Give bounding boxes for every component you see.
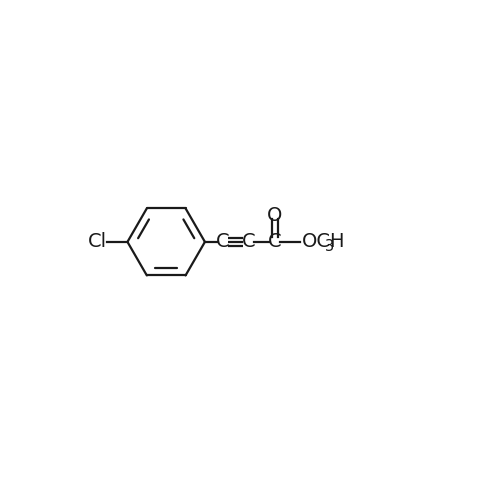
Text: O: O bbox=[267, 206, 283, 225]
Text: OCH: OCH bbox=[302, 232, 345, 251]
Text: Cl: Cl bbox=[88, 232, 107, 251]
Text: C: C bbox=[241, 232, 255, 251]
Text: C: C bbox=[216, 232, 229, 251]
Text: C: C bbox=[268, 232, 282, 251]
Text: 3: 3 bbox=[325, 239, 334, 254]
